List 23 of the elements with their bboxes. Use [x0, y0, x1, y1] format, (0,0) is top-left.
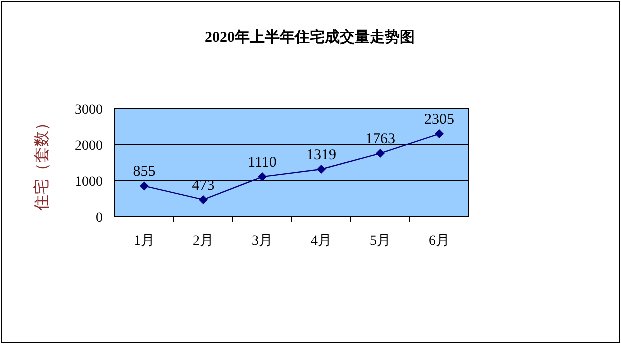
y-tick-label: 2000 — [75, 139, 103, 154]
point — [140, 182, 149, 191]
x-tick-label: 4月 — [311, 234, 332, 249]
point — [376, 149, 385, 158]
data-label: 2305 — [424, 112, 454, 128]
x-tick-label: 2月 — [193, 234, 214, 249]
data-label: 1763 — [366, 132, 396, 148]
point — [258, 172, 267, 182]
x-tick-label: 1月 — [134, 234, 155, 249]
point — [317, 165, 326, 174]
y-tick-label: 0 — [96, 211, 103, 226]
y-tick-label: 1000 — [75, 175, 103, 190]
data-label: 1319 — [306, 148, 336, 164]
x-tick-label: 3月 — [252, 234, 273, 249]
data-label: 855 — [133, 164, 156, 180]
y-tick-label: 3000 — [75, 103, 103, 118]
data-label: 1110 — [248, 155, 277, 172]
chart-title: 2020年上半年住宅成交量走势图 — [205, 28, 415, 46]
point — [435, 130, 444, 139]
x-tick-label: 6月 — [429, 234, 450, 249]
x-tick-label: 5月 — [370, 234, 391, 249]
point — [199, 195, 208, 204]
y-axis-title: 住宅（套数） — [33, 115, 51, 212]
